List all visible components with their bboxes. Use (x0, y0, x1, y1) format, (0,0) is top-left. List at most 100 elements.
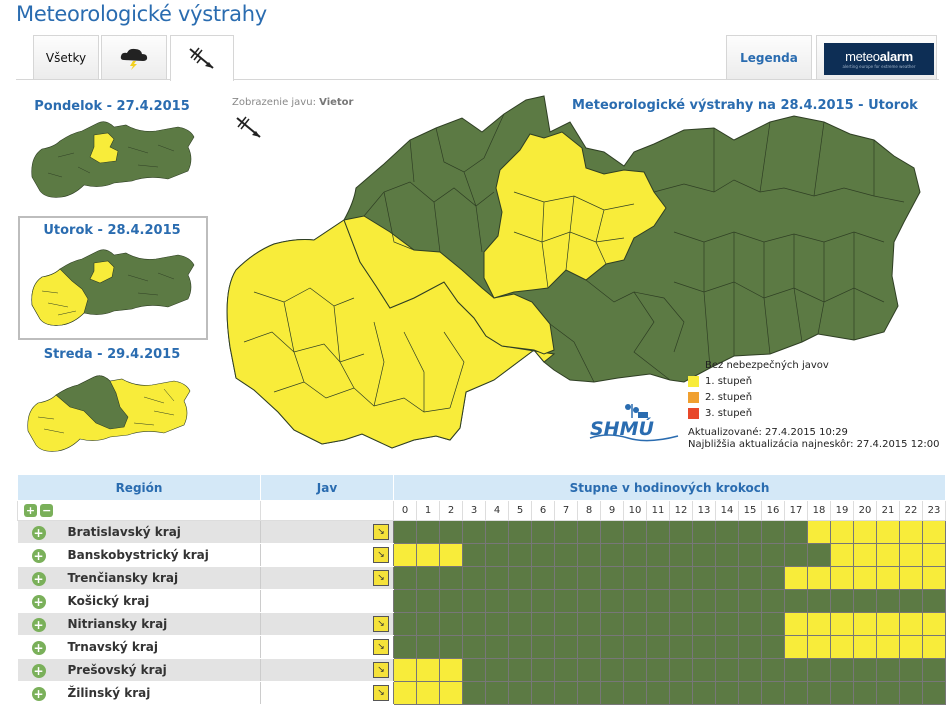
hour-level-cell (623, 543, 647, 567)
hour-level-cell (600, 520, 624, 544)
expand-collapse-all[interactable]: + − (17, 500, 261, 521)
hour-level-cell (784, 612, 808, 636)
hour-level-cell (416, 681, 440, 705)
day-tuesday-map[interactable] (28, 241, 198, 333)
hour-level-cell (807, 681, 831, 705)
table-row[interactable]: + Trnavský kraj ↘ (17, 635, 946, 659)
hour-level-cell (738, 612, 762, 636)
hour-header: 17 (784, 500, 808, 521)
jav-cell: ↘ (260, 543, 394, 567)
hour-level-cell (738, 520, 762, 544)
wind-warning-icon[interactable]: ↘ (373, 662, 389, 678)
tab-storm[interactable] (101, 35, 167, 79)
hour-level-cell (738, 543, 762, 567)
table-row[interactable]: + Bratislavský kraj ↘ (17, 520, 946, 544)
hour-level-cell (554, 635, 578, 659)
wind-warning-icon[interactable]: ↘ (373, 524, 389, 540)
hour-header: 16 (761, 500, 785, 521)
wind-warning-icon[interactable]: ↘ (373, 616, 389, 632)
hour-level-cell (669, 681, 693, 705)
hour-level-cell (922, 566, 946, 590)
hour-level-cell (531, 635, 555, 659)
jav-cell: ↘ (260, 520, 394, 544)
hour-level-cell (554, 543, 578, 567)
wind-warning-icon[interactable]: ↘ (373, 685, 389, 701)
wind-warning-icon[interactable]: ↘ (373, 570, 389, 586)
hour-level-cell (761, 520, 785, 544)
slovakia-warning-map[interactable] (214, 92, 951, 458)
hour-level-cell (623, 566, 647, 590)
hour-level-cell (807, 543, 831, 567)
hour-level-cell (439, 566, 463, 590)
hour-level-cell (393, 681, 417, 705)
hour-level-cell (462, 566, 486, 590)
hour-level-cell (485, 635, 509, 659)
hour-level-cell (462, 612, 486, 636)
hour-level-cell (623, 589, 647, 613)
meteoalarm-logo[interactable]: meteoalarm alerting europe for extreme w… (824, 43, 934, 75)
hour-level-cell (761, 589, 785, 613)
table-row[interactable]: + Prešovský kraj ↘ (17, 658, 946, 682)
hour-level-cell (761, 635, 785, 659)
hour-level-cell (899, 543, 923, 567)
region-name: Bratislavský kraj (67, 525, 181, 539)
hour-header: 12 (669, 500, 693, 521)
page-title: Meteorologické výstrahy (16, 2, 267, 26)
hour-header: 11 (646, 500, 670, 521)
hour-level-cell (715, 589, 739, 613)
expand-all-icon[interactable]: + (24, 504, 37, 517)
region-cell: + Košický kraj (17, 589, 261, 613)
expand-row-icon[interactable]: + (31, 687, 46, 701)
expand-row-icon[interactable]: + (31, 549, 46, 563)
legend-item-level1: 1. stupeň (688, 373, 829, 389)
hour-level-cell (899, 520, 923, 544)
collapse-all-icon[interactable]: − (40, 504, 54, 517)
hour-level-cell (416, 566, 440, 590)
hour-level-cell (692, 635, 716, 659)
table-row[interactable]: + Žilinský kraj ↘ (17, 681, 946, 705)
hour-level-cell (853, 635, 877, 659)
hour-level-cell (577, 612, 601, 636)
updated-time: Aktualizované: 27.4.2015 10:29 (688, 427, 848, 438)
hour-level-cell (876, 612, 900, 636)
hour-level-cell (738, 566, 762, 590)
hour-level-cell (807, 566, 831, 590)
hour-level-cell (692, 520, 716, 544)
tab-all[interactable]: Všetky (33, 35, 99, 79)
hour-level-cell (669, 589, 693, 613)
hour-level-cell (416, 520, 440, 544)
expand-row-icon[interactable]: + (31, 526, 46, 540)
region-cell: + Žilinský kraj (17, 681, 261, 705)
hour-level-cell (761, 543, 785, 567)
expand-row-icon[interactable]: + (31, 595, 46, 609)
shmu-logo: SHMÚ (589, 404, 679, 442)
expand-row-icon[interactable]: + (31, 664, 46, 678)
table-row[interactable]: + Košický kraj (17, 589, 946, 613)
expand-row-icon[interactable]: + (31, 572, 46, 586)
tab-legend[interactable]: Legenda (726, 35, 812, 79)
hour-level-cell (784, 681, 808, 705)
tab-wind[interactable] (170, 35, 234, 81)
hour-level-cell (830, 543, 854, 567)
wind-warning-icon[interactable]: ↘ (373, 547, 389, 563)
wind-warning-icon[interactable]: ↘ (373, 639, 389, 655)
day-monday-label[interactable]: Pondelok - 27.4.2015 (34, 99, 190, 114)
hour-level-cell (600, 566, 624, 590)
day-tuesday-selected-box[interactable] (18, 216, 208, 340)
table-row[interactable]: + Banskobystrický kraj ↘ (17, 543, 946, 567)
expand-row-icon[interactable]: + (31, 618, 46, 632)
hour-level-cell (738, 589, 762, 613)
hour-level-cell (439, 520, 463, 544)
hour-level-cell (393, 612, 417, 636)
hour-header: 22 (899, 500, 923, 521)
day-wednesday-label[interactable]: Streda - 29.4.2015 (43, 347, 181, 362)
hour-level-cell (876, 589, 900, 613)
hour-level-cell (577, 658, 601, 682)
hour-level-cell (485, 520, 509, 544)
expand-row-icon[interactable]: + (31, 641, 46, 655)
table-row[interactable]: + Trenčiansky kraj ↘ (17, 566, 946, 590)
day-wednesday-map[interactable] (24, 367, 200, 457)
table-row[interactable]: + Nitriansky kraj ↘ (17, 612, 946, 636)
day-monday-map[interactable] (28, 117, 198, 201)
day-tuesday-label[interactable]: Utorok - 28.4.2015 (43, 223, 181, 238)
